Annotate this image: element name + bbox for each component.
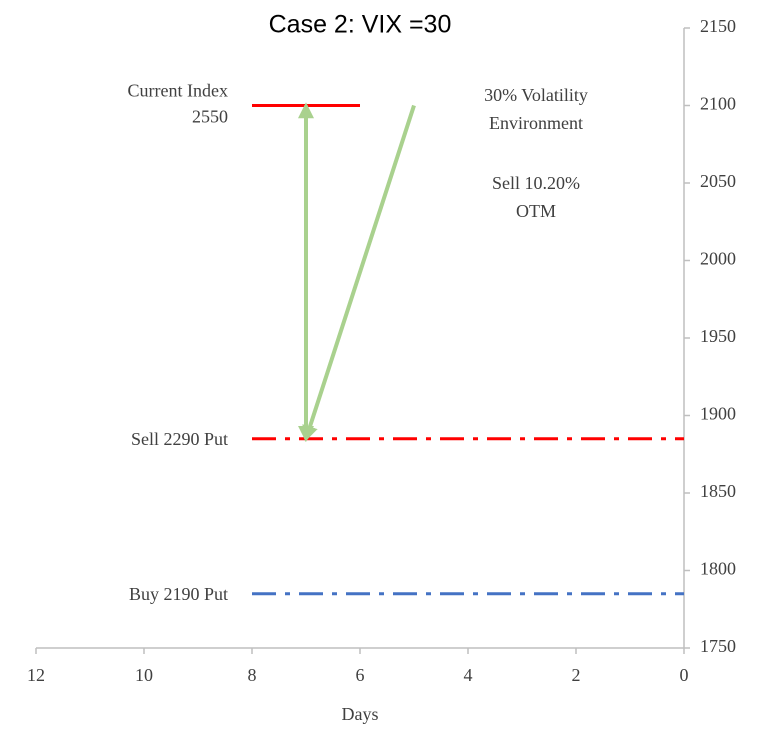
x-tick-label: 12 [27, 665, 45, 685]
series-label: Current Index [128, 81, 228, 101]
annotation: 30% Volatility [484, 85, 588, 105]
y-tick-label: 1750 [700, 636, 736, 656]
y-tick-label: 1900 [700, 404, 736, 424]
y-tick-label: 2150 [700, 16, 736, 36]
annotation: Sell 10.20% [492, 173, 580, 193]
x-tick-label: 10 [135, 665, 153, 685]
x-tick-label: 4 [464, 665, 473, 685]
y-tick-label: 1850 [700, 481, 736, 501]
x-tick-label: 6 [356, 665, 365, 685]
x-tick-label: 8 [248, 665, 257, 685]
y-tick-label: 1950 [700, 326, 736, 346]
x-tick-label: 2 [572, 665, 581, 685]
series-label: Sell 2290 Put [131, 429, 228, 449]
chart-title: Case 2: VIX =30 [269, 11, 452, 39]
series-label: Buy 2190 Put [129, 584, 228, 604]
y-tick-label: 2000 [700, 249, 736, 269]
series-label: 2550 [192, 107, 228, 127]
y-tick-label: 1800 [700, 559, 736, 579]
arrow [302, 104, 416, 442]
annotation: OTM [516, 201, 556, 221]
y-tick-label: 2100 [700, 94, 736, 114]
x-axis-label: Days [342, 704, 379, 724]
annotation: Environment [489, 113, 583, 133]
y-tick-label: 2050 [700, 171, 736, 191]
x-tick-label: 0 [680, 665, 689, 685]
